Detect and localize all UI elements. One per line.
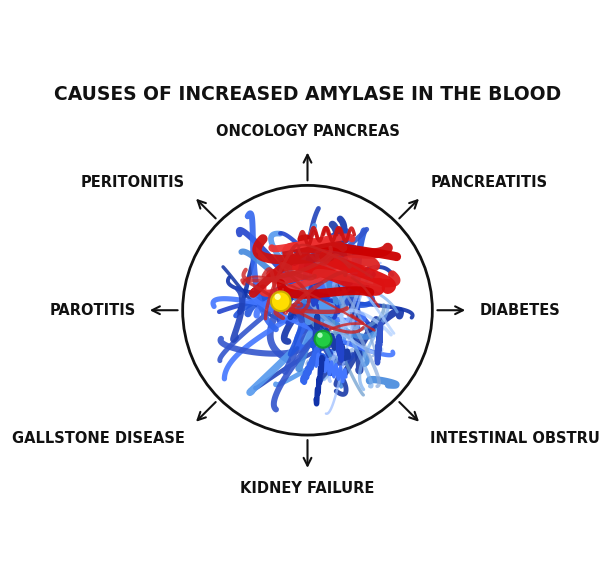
Text: DIABETES: DIABETES [479, 303, 560, 318]
Circle shape [314, 331, 332, 347]
Circle shape [271, 291, 290, 311]
Text: PERITONITIS: PERITONITIS [80, 175, 185, 190]
Circle shape [275, 294, 281, 300]
Circle shape [317, 332, 323, 338]
Text: CAUSES OF INCREASED AMYLASE IN THE BLOOD: CAUSES OF INCREASED AMYLASE IN THE BLOOD [54, 85, 561, 104]
Text: INTESTINAL OBSTRUCTION: INTESTINAL OBSTRUCTION [430, 431, 600, 446]
Text: GALLSTONE DISEASE: GALLSTONE DISEASE [12, 431, 185, 446]
Text: ONCOLOGY PANCREAS: ONCOLOGY PANCREAS [215, 124, 400, 140]
Text: PANCREATITIS: PANCREATITIS [430, 175, 547, 190]
Text: KIDNEY FAILURE: KIDNEY FAILURE [241, 481, 374, 496]
Text: PAROTITIS: PAROTITIS [50, 303, 136, 318]
